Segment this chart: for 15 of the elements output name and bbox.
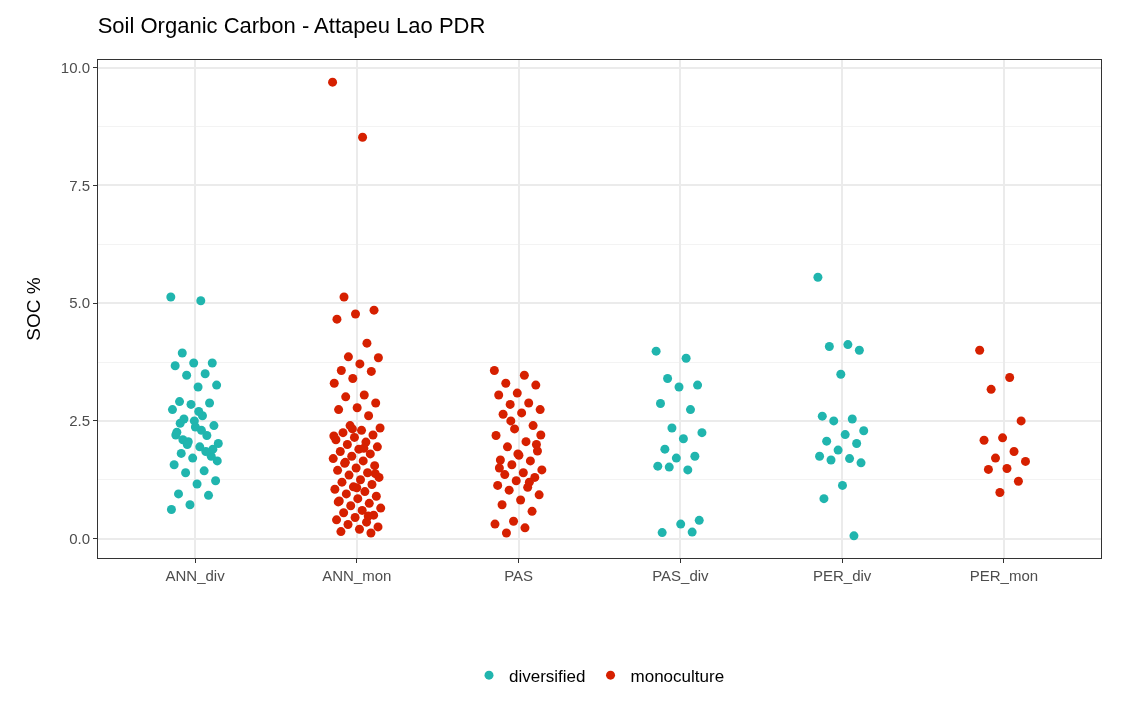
x-tick-label: ANN_div xyxy=(165,567,226,584)
x-tick-label: PAS xyxy=(504,567,534,584)
y-axis-title: SOC % xyxy=(22,277,44,341)
y-tick-label: 10.0 xyxy=(60,58,90,76)
chart-title: Soil Organic Carbon - Attapeu Lao PDR xyxy=(97,13,486,39)
y-tick-label: 5.0 xyxy=(69,294,90,312)
x-tick-label: PER_mon xyxy=(969,567,1039,584)
y-tick-label: 0.0 xyxy=(69,529,90,547)
x-tick-label: ANN_mon xyxy=(322,567,392,584)
y-tick-label: 2.5 xyxy=(69,412,90,430)
x-tick-label: PER_div xyxy=(812,567,872,584)
x-tick-label: PAS_div xyxy=(652,567,710,584)
legend-label: diversified xyxy=(509,666,586,686)
y-tick-label: 7.5 xyxy=(69,176,90,194)
legend-label: monoculture xyxy=(630,666,725,686)
